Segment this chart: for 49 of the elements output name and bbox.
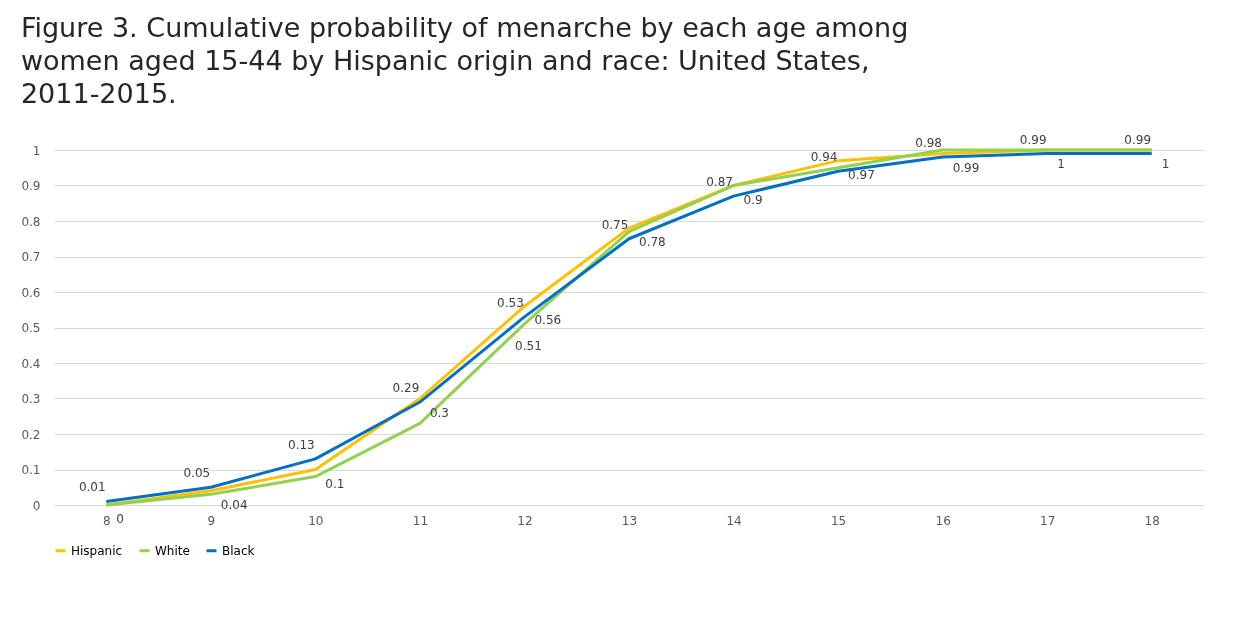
y-tick-label: 0.2: [21, 427, 41, 442]
y-tick-label: 0.1: [21, 463, 41, 477]
data-label: 0.29: [392, 381, 420, 396]
y-tick-label: 0.6: [21, 285, 41, 300]
x-tick-label: 13: [621, 513, 638, 528]
y-tick-label: 0: [32, 498, 41, 513]
x-tick-label: 9: [207, 513, 216, 528]
x-tick-label: 18: [1144, 513, 1160, 528]
data-label: 0.98: [915, 136, 942, 151]
x-tick-label: 14: [726, 513, 742, 528]
data-label: 0.3: [429, 405, 449, 420]
data-label: 0.01: [78, 480, 106, 495]
x-tick-label: 15: [830, 513, 847, 528]
x-tick-label: 10: [308, 513, 324, 528]
data-label: 0.05: [183, 466, 211, 481]
data-label: 0.75: [601, 217, 629, 232]
data-label: 0.99: [1019, 132, 1047, 147]
x-tick-label: 11: [412, 513, 429, 528]
data-label: 1: [1161, 157, 1170, 171]
y-tick-label: 0.4: [21, 356, 41, 371]
data-label: 0.04: [220, 497, 248, 512]
y-tick-label: 1: [32, 143, 41, 158]
data-label: 0.99: [952, 160, 980, 175]
chart-title: Figure 3. Cumulative probability of menarche by each age among women aged 15-44 by Hispanic origin and race: United States, 2011-2015.: [20, 11, 909, 109]
legend-label: Hispanic: [71, 543, 123, 558]
legend-label: Black: [222, 543, 255, 558]
data-label: 0.56: [534, 313, 562, 328]
y-tick-label: 0.7: [21, 250, 41, 264]
data-label: 0.53: [497, 295, 524, 310]
data-label: 0.1: [325, 476, 345, 491]
y-tick-label: 0.8: [21, 214, 41, 229]
data-label: 0.51: [515, 338, 542, 353]
data-label: 0.94: [810, 150, 838, 165]
data-label: 0.13: [288, 437, 315, 452]
x-tick-label: 12: [517, 513, 533, 528]
x-tick-label: 17: [1040, 513, 1056, 528]
y-tick-label: 0.5: [21, 321, 41, 335]
data-label: 0.9: [743, 192, 763, 207]
x-tick-label: 8: [102, 513, 111, 528]
data-label: 0.97: [848, 167, 875, 182]
x-tick-label: 16: [935, 513, 951, 528]
y-tick-label: 0.9: [21, 179, 41, 193]
data-label: 1: [1057, 157, 1065, 171]
data-label: 0: [116, 512, 124, 526]
y-tick-label: 0.3: [21, 392, 41, 406]
data-label: 0.78: [639, 235, 666, 250]
data-label: 0.99: [1124, 132, 1152, 147]
data-label: 0.87: [706, 175, 733, 190]
legend-label: White: [155, 543, 190, 558]
